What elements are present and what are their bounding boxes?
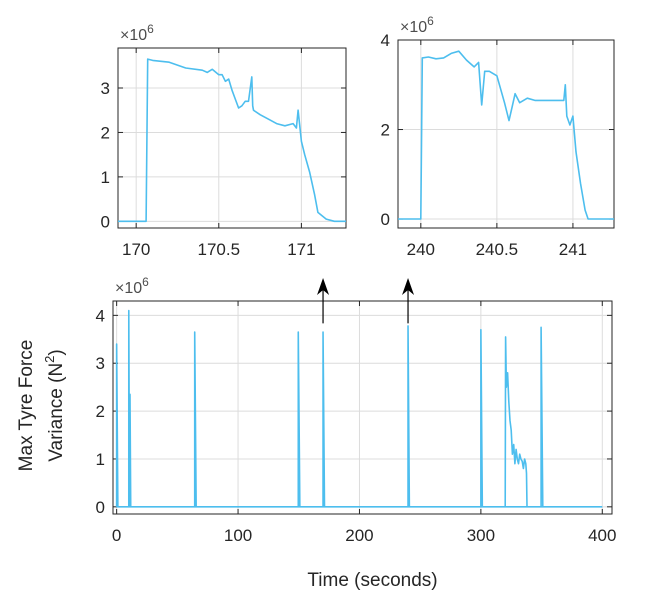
plot-area <box>397 39 615 229</box>
x-tick-label: 240.5 <box>476 240 519 259</box>
y-tick-label: 0 <box>96 498 105 517</box>
plot-border <box>117 47 347 229</box>
main-panel: 0 100 200 300 400 0 1 2 3 4 ×106 Time (seconds) Max … <box>16 275 616 591</box>
plot-border <box>397 39 615 229</box>
zoom-arrow-head <box>317 278 330 295</box>
y-tick-label: 4 <box>381 31 390 50</box>
y-tick-label: 2 <box>96 402 105 421</box>
zoom-panel-170s: 170 170.5 171 0 1 2 3 ×106 <box>101 22 347 259</box>
y-tick-label: 1 <box>101 168 110 187</box>
y-exponent-label: ×106 <box>120 22 154 44</box>
x-tick-label: 171 <box>287 240 315 259</box>
x-axis-label: Time (seconds) <box>307 570 437 591</box>
series-spike <box>129 393 132 507</box>
series-spike <box>297 331 301 507</box>
x-tick-label: 170.5 <box>198 240 241 259</box>
series-line <box>118 58 346 223</box>
data-layer <box>115 309 603 508</box>
y-axis-label: Max Tyre Force Variance (N2) <box>16 340 67 472</box>
series-spike <box>193 331 197 507</box>
x-tick-label: 300 <box>467 526 495 545</box>
y-tick-label: 1 <box>96 450 105 469</box>
x-tick-label: 240 <box>407 240 435 259</box>
series-line <box>398 50 614 220</box>
y-tick-label: 2 <box>381 121 390 140</box>
plot-area <box>112 300 613 515</box>
zoom-arrow-head <box>402 278 415 295</box>
y-tick-label: 3 <box>101 79 110 98</box>
x-tick-label: 400 <box>588 526 616 545</box>
y-exponent-label: ×106 <box>400 14 434 36</box>
series-spike <box>322 331 326 507</box>
series-spike <box>115 343 119 507</box>
plot-area <box>117 47 347 229</box>
zoom-panel-240s: 240 240.5 241 0 2 4 ×106 <box>381 14 615 259</box>
series-line <box>504 336 528 507</box>
series-spike <box>540 326 544 507</box>
y-exponent-label: ×106 <box>115 275 149 297</box>
x-tick-label: 0 <box>112 526 121 545</box>
data-layer <box>118 58 346 223</box>
y-tick-label: 0 <box>101 212 110 231</box>
series-spike <box>480 328 484 507</box>
y-tick-label: 4 <box>96 306 105 325</box>
x-tick-label: 200 <box>345 526 373 545</box>
x-tick-label: 241 <box>559 240 587 259</box>
data-layer <box>398 50 614 220</box>
x-tick-label: 170 <box>122 240 150 259</box>
x-tick-label: 100 <box>224 526 252 545</box>
y-tick-label: 2 <box>101 123 110 142</box>
series-spike <box>407 325 411 507</box>
y-tick-label: 0 <box>381 210 390 229</box>
plot-border <box>112 300 613 515</box>
y-tick-label: 3 <box>96 354 105 373</box>
